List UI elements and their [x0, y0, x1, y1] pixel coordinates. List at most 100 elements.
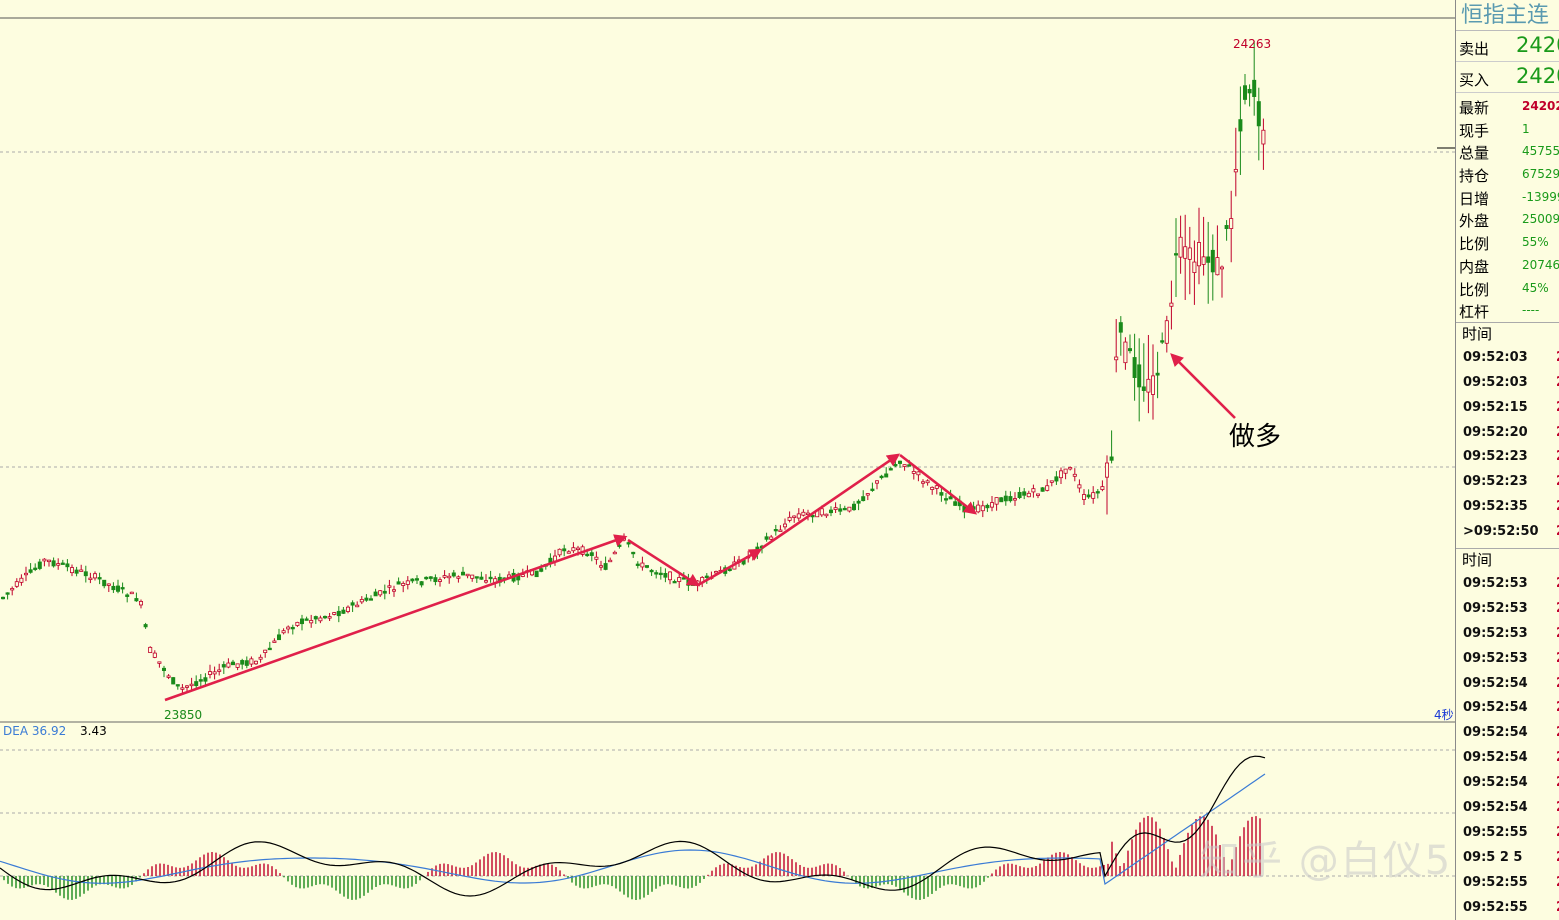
price-chart[interactable]	[0, 0, 1455, 920]
candle-body	[603, 563, 608, 570]
instrument-title: 恒指主连	[1456, 0, 1559, 31]
candle-body	[1118, 322, 1123, 333]
tick-row[interactable]: 09:52:55 2	[1456, 870, 1559, 895]
candle-body	[1003, 495, 1008, 502]
tick-time: 09:52:53	[1463, 625, 1528, 641]
candle-body	[994, 497, 999, 505]
candle-body	[861, 496, 866, 502]
tick-row[interactable]: 09:52:54 2	[1456, 720, 1559, 745]
candle-body	[829, 509, 834, 514]
candle-body	[428, 576, 433, 579]
candle-body	[391, 589, 396, 592]
tick-row[interactable]: 09:52:55 2	[1456, 895, 1559, 920]
candle-body	[649, 569, 654, 573]
tick-price: 2	[1556, 576, 1559, 591]
candle-body	[1174, 253, 1179, 256]
tick-row[interactable]: 09:52:53 2	[1456, 596, 1559, 621]
tick-row[interactable]: 09:52:54 2	[1456, 770, 1559, 795]
tick-time: 09:52:53	[1463, 650, 1528, 666]
tick-row[interactable]: 09:5 2 5 2	[1456, 845, 1559, 870]
candle-body	[727, 568, 732, 571]
tick-row[interactable]: 09:52:23 2	[1456, 444, 1559, 469]
candle-body	[792, 515, 797, 518]
stat-row: 最新 24202	[1456, 95, 1559, 118]
candle-body	[907, 464, 912, 467]
candle-body	[1040, 487, 1045, 492]
tick-row[interactable]: 09:52:53 2	[1456, 571, 1559, 596]
stat-row: 持仓 67529	[1456, 163, 1559, 186]
candle-body	[447, 575, 452, 579]
candle-body	[483, 580, 488, 583]
candle-body	[1059, 470, 1064, 479]
candle-body	[1210, 249, 1215, 273]
candle-body	[934, 485, 939, 489]
low-price-label: 23850	[164, 708, 203, 722]
tick-row[interactable]: 09:52:20 2	[1456, 420, 1559, 445]
candle-body	[893, 464, 898, 467]
candle-body	[875, 480, 880, 484]
candle-body	[83, 571, 88, 577]
tick-time: 09:52:23	[1463, 449, 1528, 465]
candle-body	[589, 552, 594, 556]
tick-row[interactable]: 09:52:54 2	[1456, 671, 1559, 696]
candle-body	[1178, 236, 1183, 258]
chart-area[interactable]: 24263 23850 4秒 做多 DEA 36.92 3.43 知乎 @白仪5…	[0, 0, 1505, 920]
candle-body	[842, 507, 847, 511]
tick-price: 2	[1556, 700, 1559, 715]
candle-body	[327, 616, 332, 619]
tick-row[interactable]: 09:52:54 2	[1456, 795, 1559, 820]
candle-body	[1247, 88, 1252, 94]
candle-body	[911, 471, 916, 474]
ticks-header-2: 时间	[1462, 551, 1493, 569]
candle-body	[1031, 488, 1036, 493]
tick-price: 2	[1556, 676, 1559, 691]
candle-body	[691, 583, 696, 586]
tick-row[interactable]: 09:52:23 2	[1456, 469, 1559, 494]
tick-row[interactable]: 09:52:15 2	[1456, 395, 1559, 420]
candle-body	[309, 620, 314, 624]
candle-body	[1192, 261, 1197, 273]
candle-body	[304, 618, 309, 621]
candle-body	[157, 661, 162, 664]
candle-body	[663, 573, 668, 578]
tick-row[interactable]: 09:52:03 2	[1456, 370, 1559, 395]
tick-row[interactable]: 09:52:53 2	[1456, 646, 1559, 671]
candle-body	[263, 649, 268, 653]
tick-row[interactable]: 09:52:35 2	[1456, 494, 1559, 519]
tick-row[interactable]: >09:52:50 2	[1456, 519, 1559, 544]
tick-price: 2	[1556, 626, 1559, 641]
candle-body	[116, 585, 121, 592]
candle-body	[783, 523, 788, 528]
candle-body	[617, 544, 622, 547]
stat-label: 比例	[1459, 280, 1490, 299]
tick-price: 2	[1556, 601, 1559, 616]
candle-body	[189, 683, 194, 687]
stat-label: 杠杆	[1459, 303, 1490, 322]
tick-row[interactable]: 09:52:53 2	[1456, 621, 1559, 646]
stat-value: 55%	[1522, 235, 1549, 250]
tick-row[interactable]: 09:52:03 2	[1456, 345, 1559, 370]
tick-list-2[interactable]: 09:52:53209:52:53209:52:53209:52:53209:5…	[1456, 571, 1559, 919]
candle-body	[1151, 375, 1156, 395]
stat-value: 45755	[1522, 144, 1559, 159]
tick-list-1[interactable]: 09:52:03209:52:03209:52:15209:52:20209:5…	[1456, 345, 1559, 544]
tick-row[interactable]: 09:52:54 2	[1456, 745, 1559, 770]
candle-body	[253, 660, 258, 665]
candle-body	[129, 591, 134, 595]
candle-body	[654, 572, 659, 575]
candle-body	[1086, 494, 1091, 498]
stat-value: 1	[1522, 121, 1530, 136]
trend-arrow	[697, 548, 763, 587]
stat-row: 总量 45755	[1456, 140, 1559, 163]
candle-body	[645, 565, 650, 568]
candle-body	[341, 609, 346, 614]
stat-label: 日增	[1459, 189, 1490, 208]
tick-row[interactable]: 09:52:54 2	[1456, 695, 1559, 720]
stat-value: 45%	[1522, 280, 1549, 295]
candle-body	[681, 577, 686, 580]
candle-body	[1233, 169, 1238, 173]
tick-time: 09:52:55	[1463, 824, 1528, 840]
tick-row[interactable]: 09:52:55 2	[1456, 820, 1559, 845]
candle-body	[865, 493, 870, 496]
candle-body	[111, 585, 116, 591]
